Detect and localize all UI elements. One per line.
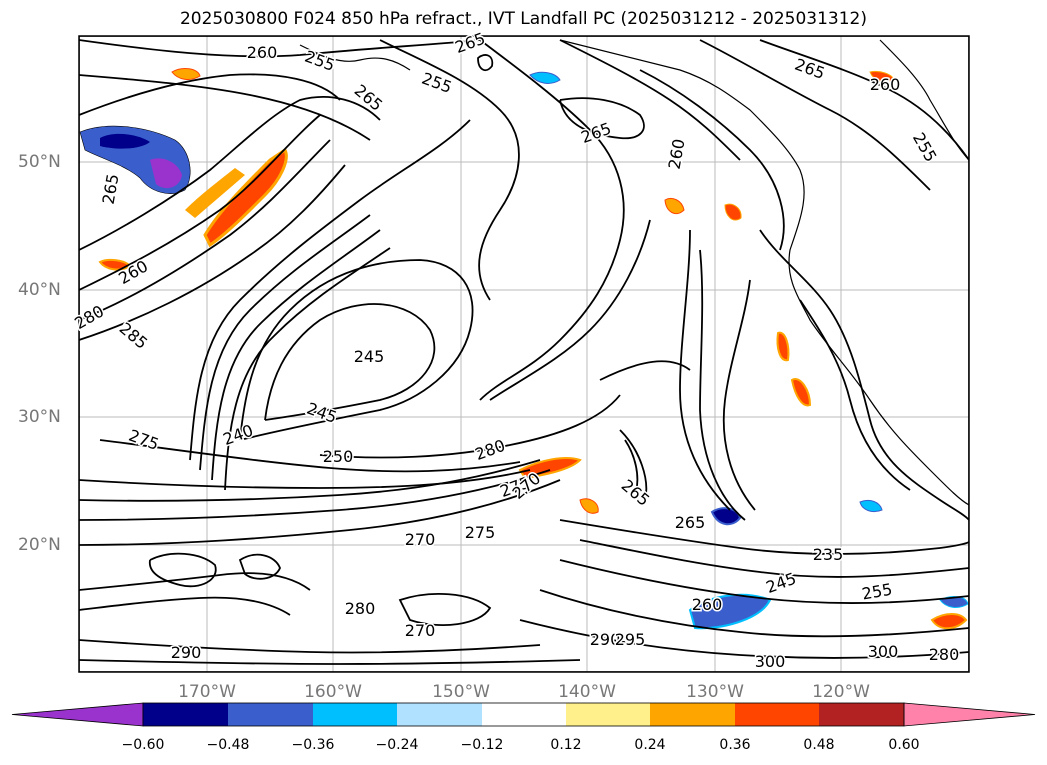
contour-label: 260 (665, 137, 689, 170)
lat-label: 20°N (18, 535, 61, 555)
contour-label: 255 (909, 129, 941, 165)
contour-label: 260 (692, 595, 723, 614)
contour-label: 280 (345, 599, 376, 618)
red-patch-coast2 (776, 331, 790, 362)
contour-label: 260 (247, 43, 278, 62)
contour-labels: 260 255 265 255 265 265 260 265 260 255 265 260 280 2… (70, 27, 961, 672)
contour-label: 265 (675, 513, 706, 532)
colorbar-segment (313, 703, 397, 726)
lon-label: 160°W (304, 682, 362, 702)
red-patch-se (930, 613, 968, 630)
lat-label: 40°N (18, 280, 61, 300)
contour-label: 265 (99, 172, 123, 205)
lon-label: 130°W (686, 682, 744, 702)
colorbar-segment (903, 702, 1036, 727)
colorbar-segment (482, 703, 566, 726)
contour-label: 265 (351, 81, 387, 115)
contour-label: 270 (405, 621, 436, 640)
colorbar-segment (819, 703, 904, 726)
refractivity-contours (79, 39, 969, 665)
colorbar-outline (142, 702, 905, 727)
colorbar-tick: −0.24 (375, 737, 419, 753)
graticule (79, 36, 969, 672)
blue-patch-mid (859, 499, 883, 513)
lon-label: 140°W (558, 682, 616, 702)
contour-label: 275 (126, 426, 161, 454)
map-title: 2025030800 F024 850 hPa refract., IVT La… (179, 9, 867, 29)
contour-label: 300 (755, 652, 786, 671)
contour-label: 290 (590, 630, 621, 649)
plot-area (79, 36, 969, 672)
colorbar-tick: 0.24 (634, 737, 666, 753)
orange-patch-mid (664, 197, 685, 215)
contour-label: 265 (453, 29, 488, 57)
lat-label: 30°N (18, 407, 61, 427)
coastline (299, 39, 969, 506)
colorbar-tick: −0.36 (291, 737, 335, 753)
contour-label: 280 (71, 301, 107, 333)
contour-label: 280 (929, 645, 960, 664)
navy-dot-sw (710, 507, 742, 526)
colorbar-segment (735, 703, 819, 726)
orange-patch-s (579, 498, 599, 514)
contour-label: 290 (171, 643, 202, 662)
colorbar-tick: −0.60 (121, 737, 165, 753)
colorbar-segment (566, 703, 650, 726)
contour-label: 265 (792, 55, 827, 83)
contour-label: 255 (302, 47, 337, 75)
contour-label: 265 (618, 476, 654, 510)
contour-label: 240 (221, 421, 256, 449)
contour-label: 275 (465, 523, 496, 542)
contour-label: 280 (473, 436, 508, 464)
blue-patch-se (939, 596, 969, 608)
purple-core (150, 158, 182, 189)
contour-label: 245 (354, 347, 385, 366)
red-patch-hawaii (518, 457, 582, 480)
orange-patch-mid2 (724, 203, 742, 221)
contour-label: 270 (405, 530, 436, 549)
colorbar-tick: 0.48 (803, 737, 835, 753)
orange-streak-2 (185, 168, 245, 218)
blue-patch-ne (529, 71, 561, 84)
navy-core (100, 133, 150, 149)
contour-label: 245 (304, 399, 339, 427)
colorbar-segment (650, 703, 735, 726)
colorbar-segment (397, 703, 482, 726)
lon-label: 120°W (812, 682, 870, 702)
contour-label: 300 (868, 642, 899, 661)
colorbar-tick: 0.60 (888, 737, 920, 753)
colorbar-tick: −0.12 (460, 737, 504, 753)
map-frame (78, 35, 970, 673)
colorbar-segment (143, 703, 228, 726)
shading-patches (79, 68, 969, 630)
orange-patch-top (171, 68, 201, 80)
colorbar-tick: −0.48 (206, 737, 250, 753)
colorbar (11, 702, 1036, 727)
contour-label: 255 (860, 580, 893, 604)
colorbar-tick: 0.36 (719, 737, 751, 753)
red-patch-coast (790, 378, 812, 407)
lon-label: 170°W (178, 682, 236, 702)
colorbar-segment (228, 703, 313, 726)
contour-label: 235 (813, 545, 844, 564)
colorbar-segment (11, 702, 144, 727)
red-patch-left (98, 258, 132, 271)
orange-streak-1 (203, 147, 288, 248)
lon-label: 150°W (432, 682, 490, 702)
red-patch-ne (869, 71, 895, 83)
contour-label: 260 (870, 75, 901, 94)
contour-label: 295 (615, 630, 646, 649)
lat-label: 50°N (18, 152, 61, 172)
blue-patch-sw (688, 593, 772, 630)
colorbar-tick: 0.12 (550, 737, 582, 753)
contour-label: 255 (419, 69, 454, 97)
contour-label: 250 (323, 447, 354, 466)
